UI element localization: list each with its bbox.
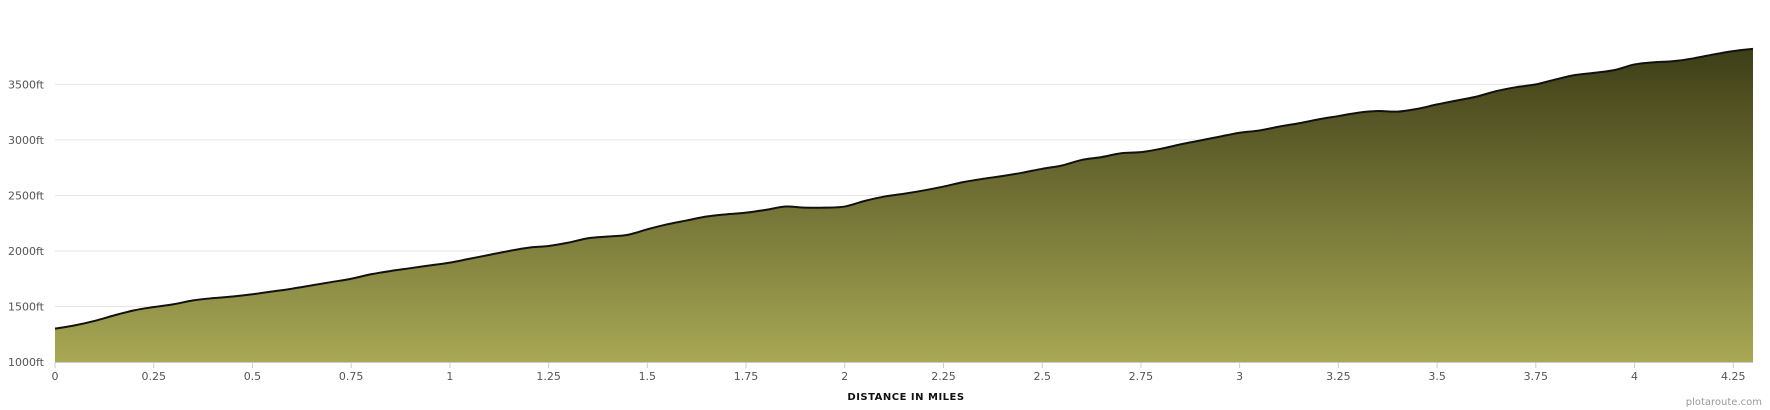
x-tick-label: 2.75 [1129, 370, 1154, 383]
x-tick-label: 0.5 [244, 370, 262, 383]
x-tick-label: 1.25 [536, 370, 561, 383]
x-axis-title: DISTANCE IN MILES [847, 392, 964, 403]
x-tick-label: 3.25 [1326, 370, 1351, 383]
y-axis-ticks: 1000ft 1500ft 2000ft 2500ft 3000ft 3500ft [8, 78, 45, 369]
credit-link[interactable]: plotaroute.com [1686, 397, 1762, 408]
x-tick-label: 1.75 [734, 370, 759, 383]
y-tick-label: 2500ft [8, 189, 45, 202]
x-tick-label: 4 [1631, 370, 1638, 383]
y-tick-label: 1000ft [8, 356, 45, 369]
x-tick-label: 0.75 [339, 370, 364, 383]
y-tick-label: 3000ft [8, 134, 45, 147]
x-tick-label: 3.5 [1428, 370, 1446, 383]
x-tick-label: 2 [841, 370, 848, 383]
x-tick-label: 1 [446, 370, 453, 383]
y-tick-label: 1500ft [8, 300, 45, 313]
x-tick-label: 1.5 [639, 370, 657, 383]
x-tick-label: 2.5 [1033, 370, 1051, 383]
elevation-line [54, 47, 1754, 330]
x-tick-label: 3 [1236, 370, 1243, 383]
elevation-fill [55, 48, 1753, 362]
x-axis-ticks: 0 0.25 0.5 0.75 1 1.25 1.5 1.75 2 2.25 2.5 2.75 3 3.2… [52, 362, 1746, 383]
x-tick-label: 0 [52, 370, 59, 383]
x-tick-label: 2.25 [931, 370, 956, 383]
x-tick-label: 3.75 [1524, 370, 1549, 383]
x-tick-label: 0.25 [141, 370, 166, 383]
elevation-area [54, 47, 1754, 362]
x-tick-label: 4.25 [1721, 370, 1746, 383]
y-tick-label: 2000ft [8, 245, 45, 258]
y-tick-label: 3500ft [8, 78, 45, 91]
